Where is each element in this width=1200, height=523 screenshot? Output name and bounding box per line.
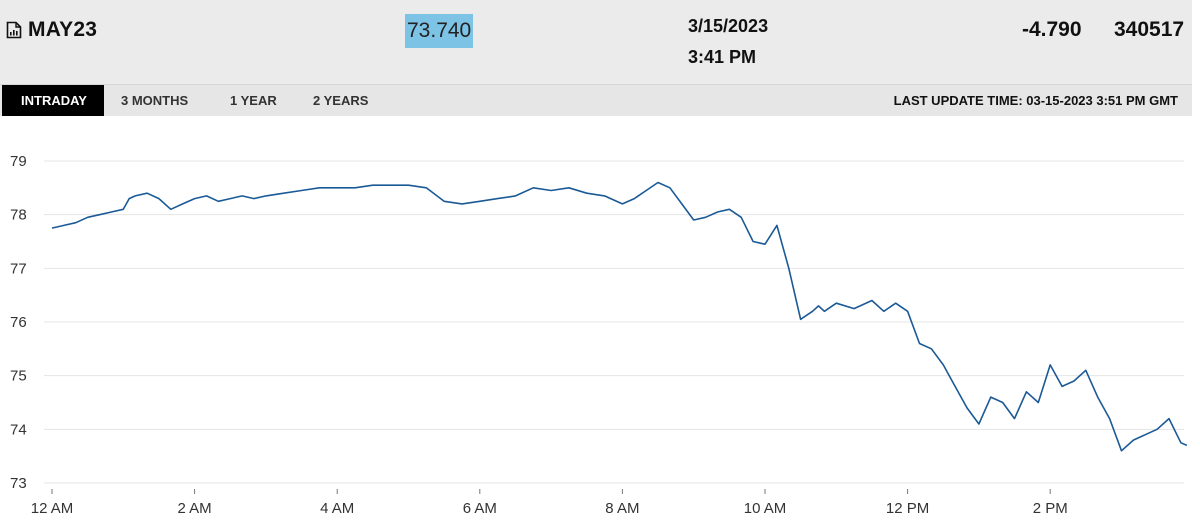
x-tick-label: 2 PM [1033, 500, 1068, 517]
price-series [51, 181, 1188, 452]
y-tick-label: 77 [10, 260, 27, 277]
quote-time: 3:41 PM [688, 47, 757, 67]
x-tick-label: 8 AM [605, 500, 639, 517]
x-tick-label: 4 AM [320, 500, 354, 517]
tab-1-year[interactable]: 1 YEAR [230, 93, 277, 108]
quote-header: MAY23 73.740 3/15/2023 3:41 PM -4.790 34… [0, 0, 1192, 85]
x-tick-label: 12 PM [886, 500, 929, 517]
tab-intraday[interactable]: INTRADAY [2, 85, 104, 116]
x-tick-label: 6 AM [463, 500, 497, 517]
document-chart-icon[interactable] [6, 21, 22, 39]
y-tick-label: 74 [10, 421, 27, 438]
y-tick-label: 76 [10, 314, 27, 331]
y-tick-label: 79 [10, 153, 27, 170]
price-change: -4.790 [1022, 18, 1082, 41]
y-axis-ticks: 73 74 75 76 77 78 79 [10, 153, 27, 492]
x-axis-ticks: 12 AM 2 AM 4 AM 6 AM 8 AM 10 AM 12 PM 2 PM [31, 489, 1068, 517]
contract-symbol: MAY23 [28, 18, 98, 41]
price-line [51, 181, 1188, 452]
gridlines [44, 160, 1184, 484]
x-tick-label: 10 AM [744, 500, 787, 517]
y-tick-label: 75 [10, 368, 27, 385]
tab-2-years[interactable]: 2 YEARS [313, 93, 369, 108]
intraday-chart: 73 74 75 76 77 78 79 12 AM 2 AM 4 AM 6 AM 8 AM 10 A… [10, 153, 1188, 517]
quote-date: 3/15/2023 [688, 16, 769, 36]
last-price: 73.740 [405, 14, 474, 48]
x-tick-label: 2 AM [178, 500, 212, 517]
symbol-block: MAY23 [6, 18, 97, 42]
y-tick-label: 73 [10, 475, 27, 492]
range-tabs: INTRADAY 3 MONTHS 1 YEAR 2 YEARS LAST UP… [0, 85, 1192, 116]
tab-3-months[interactable]: 3 MONTHS [121, 93, 189, 108]
last-update-time: LAST UPDATE TIME: 03-15-2023 3:51 PM GMT [893, 93, 1178, 108]
y-tick-label: 78 [10, 207, 27, 224]
volume: 340517 [1114, 18, 1185, 41]
x-tick-label: 12 AM [31, 500, 74, 517]
